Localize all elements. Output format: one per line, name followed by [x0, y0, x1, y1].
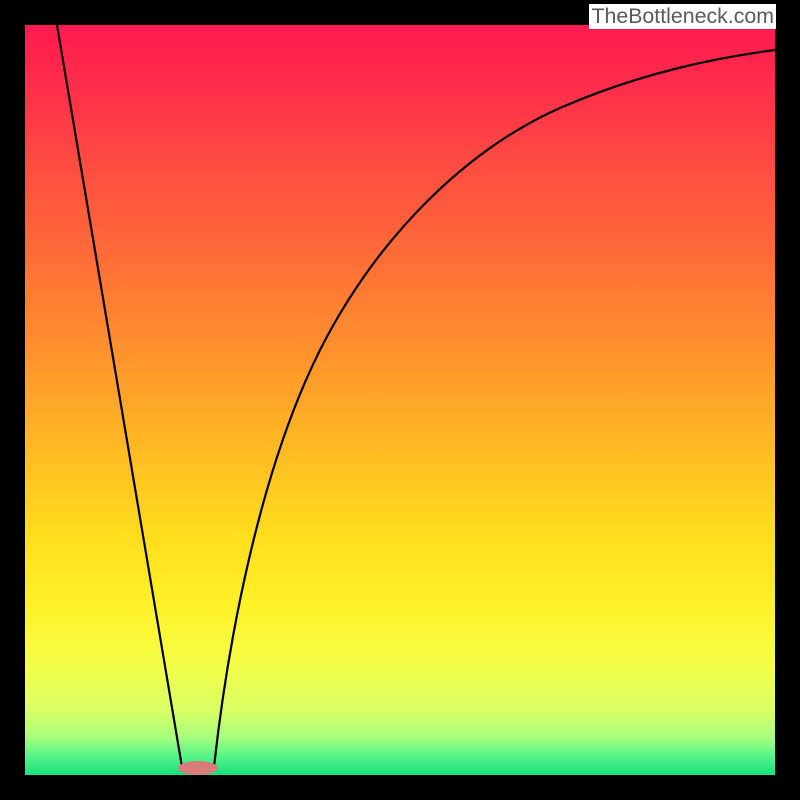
chart-svg [0, 0, 800, 800]
bottleneck-chart: TheBottleneck.com [0, 0, 800, 800]
optimum-marker [178, 761, 218, 775]
watermark-text: TheBottleneck.com [589, 4, 776, 29]
plot-background [25, 25, 775, 775]
